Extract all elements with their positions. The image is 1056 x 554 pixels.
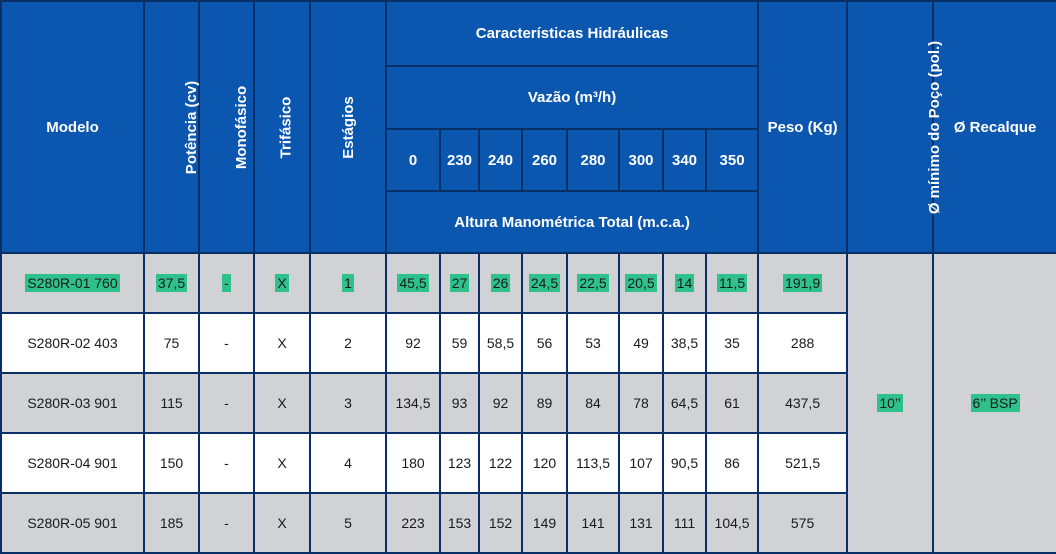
cell-altura: 123 [439,432,480,494]
cell-altura: 49 [618,312,664,374]
cell-altura: 223 [385,492,441,554]
cell-peso: 521,5 [757,432,849,494]
header-vazao: Vazão (m³/h) [384,65,760,130]
cell-altura: 14 [662,252,707,314]
header-altura: Altura Manométrica Total (m.c.a.) [384,190,760,254]
cell-altura: 180 [385,432,441,494]
cell-altura: 20,5 [618,252,664,314]
cell-estagios: 4 [309,432,387,494]
cell-altura: 78 [618,372,664,434]
cell-potencia: 185 [143,492,200,554]
cell-estagios: 5 [309,492,387,554]
cell-altura: 90,5 [662,432,707,494]
header-flow: 350 [704,128,760,192]
header-flow: 280 [566,128,620,192]
cell-altura: 113,5 [566,432,620,494]
cell-altura: 104,5 [704,492,760,554]
cell-altura: 131 [618,492,664,554]
header-flow: 260 [521,128,568,192]
header-flow: 340 [662,128,707,192]
cell-altura: 141 [566,492,620,554]
cell-altura: 22,5 [566,252,620,314]
cell-potencia: 150 [143,432,200,494]
cell-altura: 111 [662,492,707,554]
cell-altura: 11,5 [704,252,760,314]
cell-modelo: S280R-03 901 [0,372,145,434]
cell-altura: 45,5 [385,252,441,314]
cell-peso: 437,5 [757,372,849,434]
cell-monofasico: - [198,312,255,374]
cell-estagios: 2 [309,312,387,374]
cell-altura: 84 [566,372,620,434]
header-flow: 300 [618,128,664,192]
cell-altura: 56 [521,312,568,374]
cell-recalque: 6’’ BSP [932,252,1056,554]
header-modelo: Modelo [0,0,145,254]
cell-altura: 152 [478,492,523,554]
cell-altura: 93 [439,372,480,434]
header-potencia: Potência (cv) [143,0,200,254]
cell-altura: 120 [521,432,568,494]
table-row: S280R-02 403 75 - X 2 92 59 58,5 56 53 4… [0,312,1056,374]
cell-altura: 61 [704,372,760,434]
cell-potencia: 75 [143,312,200,374]
header-trifasico: Trifásico [253,0,311,254]
cell-altura: 86 [704,432,760,494]
cell-trifasico: X [253,372,311,434]
cell-monofasico: - [198,372,255,434]
table-row: S280R-01 760 37,5 - X 1 45,5 27 26 24,5 … [0,252,1056,554]
cell-estagios: 3 [309,372,387,434]
cell-peso: 575 [757,492,849,554]
cell-altura: 64,5 [662,372,707,434]
cell-altura: 58,5 [478,312,523,374]
header-poco: Ø mínimo do Poço (pol.) [846,0,943,254]
cell-modelo: S280R-05 901 [0,492,145,554]
cell-modelo: S280R-02 403 [0,312,145,374]
cell-altura: 53 [566,312,620,374]
table-row: S280R-03 901 115 - X 3 134,5 93 92 89 84… [0,372,1056,434]
cell-estagios: 1 [309,252,387,314]
cell-modelo: S280R-01 760 [0,252,145,314]
header-flow: 0 [385,128,441,192]
cell-altura: 59 [439,312,480,374]
header-monofasico: Monofásico [198,0,255,254]
cell-altura: 26 [478,252,523,314]
cell-altura: 149 [521,492,568,554]
cell-altura: 153 [439,492,480,554]
header-flow: 230 [439,128,480,192]
cell-altura: 92 [478,372,523,434]
cell-altura: 107 [618,432,664,494]
cell-peso: 191,9 [757,252,849,314]
header-recalque: Ø Recalque [932,0,1056,254]
header-caracteristicas: Características Hidráulicas [384,0,760,67]
cell-altura: 35 [704,312,760,374]
cell-altura: 89 [521,372,568,434]
cell-monofasico: - [198,252,255,314]
cell-trifasico: X [253,252,311,314]
cell-modelo: S280R-04 901 [0,432,145,494]
table-row: S280R-04 901 150 - X 4 180 123 122 120 1… [0,432,1056,494]
cell-altura: 38,5 [662,312,707,374]
cell-trifasico: X [253,432,311,494]
cell-poco: 10’’ [846,252,935,554]
cell-monofasico: - [198,432,255,494]
header-peso: Peso (Kg) [757,0,849,254]
cell-monofasico: - [198,492,255,554]
cell-altura: 134,5 [385,372,441,434]
header-estagios: Estágios [309,0,387,254]
cell-trifasico: X [253,312,311,374]
cell-trifasico: X [253,492,311,554]
cell-altura: 24,5 [521,252,568,314]
cell-altura: 92 [385,312,441,374]
cell-peso: 288 [757,312,849,374]
cell-altura: 122 [478,432,523,494]
cell-potencia: 37,5 [143,252,200,314]
header-flow: 240 [478,128,523,192]
cell-potencia: 115 [143,372,200,434]
cell-altura: 27 [439,252,480,314]
